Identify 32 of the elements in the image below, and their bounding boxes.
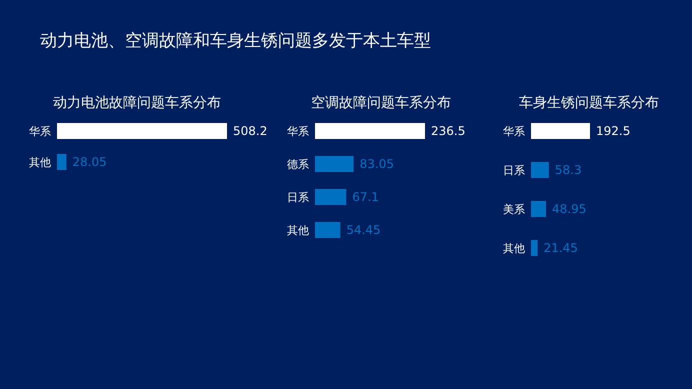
chart-title: 车身生锈问题车系分布	[519, 95, 659, 111]
data-label: 236.5	[431, 124, 466, 138]
bar	[315, 222, 340, 238]
bar	[315, 189, 346, 205]
text: 动力电池、空调故障和车身生锈问题多发于本土车型	[40, 31, 431, 51]
bar	[531, 162, 549, 178]
y-tick-label: 华系	[29, 125, 51, 138]
bar	[531, 240, 538, 256]
y-tick-label: 其他	[503, 242, 525, 255]
y-tick-label: 其他	[287, 224, 309, 237]
y-tick-label: 华系	[503, 125, 525, 138]
chart-title: 动力电池故障问题车系分布	[53, 95, 221, 111]
y-tick-label: 华系	[287, 125, 309, 138]
data-label: 21.45	[544, 241, 578, 255]
data-label: 83.05	[360, 157, 394, 171]
data-label: 192.5	[596, 124, 630, 138]
bar	[531, 123, 590, 139]
y-tick-label: 日系	[287, 191, 309, 204]
data-label: 58.3	[554, 163, 582, 177]
y-tick-label: 其他	[29, 156, 51, 169]
chart-title: 空调故障问题车系分布	[311, 95, 451, 111]
bar	[315, 156, 354, 172]
y-tick-label: 日系	[503, 164, 525, 177]
y-tick-label: 美系	[503, 203, 525, 216]
bar	[531, 201, 546, 217]
data-label: 54.45	[346, 223, 381, 237]
bar	[315, 123, 425, 139]
data-label: 48.95	[552, 202, 586, 216]
data-label: 508.2	[233, 124, 268, 138]
data-label: 28.05	[72, 155, 107, 169]
y-tick-label: 德系	[287, 158, 309, 171]
data-label: 67.1	[352, 190, 379, 204]
